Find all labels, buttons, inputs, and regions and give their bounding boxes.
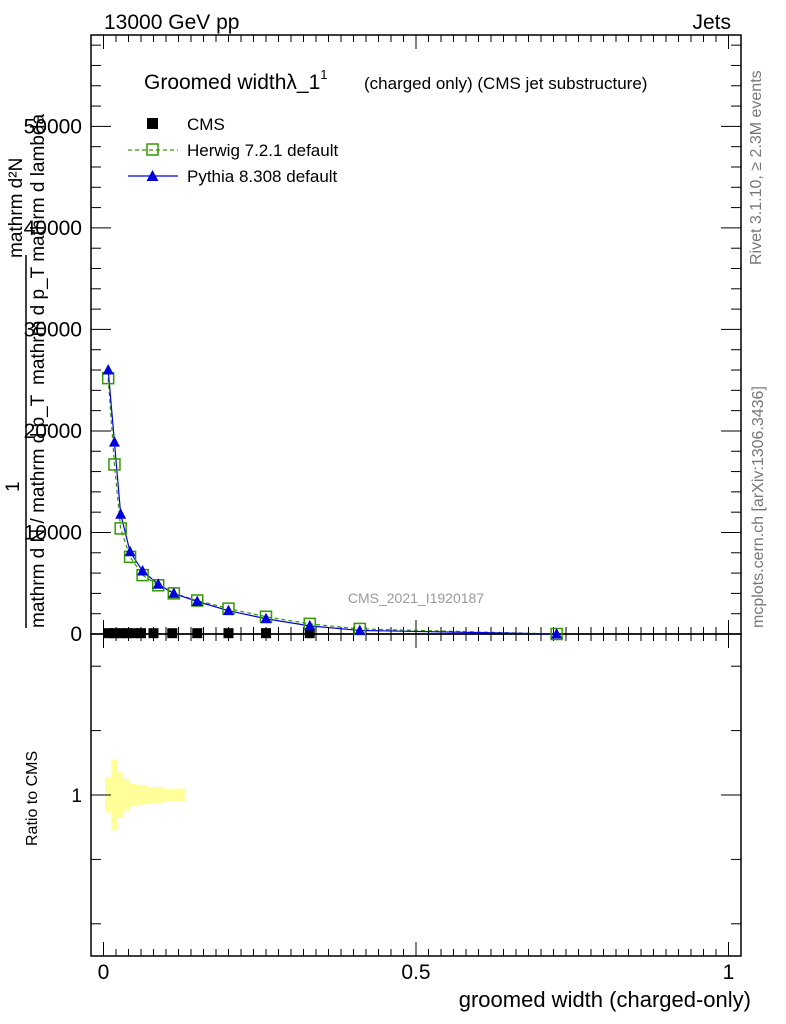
- y-label-numerator: mathrm d²N: [6, 158, 27, 258]
- x-axis-label: groomed width (charged-only): [459, 987, 751, 1012]
- y-tick-label: 40000: [24, 217, 82, 240]
- cms-point: [304, 628, 315, 639]
- y-tick-label: 0: [70, 623, 82, 646]
- ratio-plot-frame: [90, 633, 742, 957]
- y-tick-label: 10000: [24, 521, 82, 544]
- pythia-point: [354, 624, 366, 635]
- y-label-one: 1: [3, 481, 24, 492]
- legend-cms-marker: [147, 118, 158, 129]
- pythia-point: [551, 628, 563, 639]
- cms-point: [167, 628, 178, 639]
- y-axis-label: mathrm d²N mathrm d p_T mathrm d lambda …: [3, 114, 49, 628]
- mcplots-label: mcplots.cern.ch [arXiv:1306.3436]: [750, 386, 767, 628]
- pythia-point: [124, 545, 136, 557]
- herwig-point: [108, 458, 121, 471]
- pythia-point: [115, 508, 127, 519]
- cms-point: [103, 628, 114, 639]
- rivet-label: Rivet 3.1.10, ≥ 2.3M events: [748, 70, 765, 265]
- pythia-point: [102, 364, 114, 375]
- herwig-point: [114, 522, 127, 535]
- y-tick-label: 20000: [24, 420, 82, 443]
- analysis-watermark: CMS_2021_I1920187: [348, 590, 484, 606]
- cms-point: [121, 628, 132, 639]
- pythia-point: [108, 436, 120, 447]
- cms-point: [223, 628, 234, 639]
- cms-point: [192, 628, 203, 639]
- legend-pythia-marker: [146, 170, 159, 181]
- ratio-layer: [105, 759, 185, 831]
- y-tick-label: 30000: [24, 318, 82, 341]
- cms-point: [128, 628, 139, 639]
- pythia-point: [137, 565, 149, 576]
- chart-title-note: (charged only) (CMS jet substructure): [364, 74, 647, 93]
- legend-cms-label: CMS: [187, 115, 225, 134]
- cms-point: [136, 628, 146, 639]
- pythia-point: [191, 595, 203, 607]
- y-label-denominator: mathrm d p_T mathrm d lambda: [28, 114, 49, 385]
- process-label: Jets: [692, 11, 731, 34]
- ratio-y-label: Ratio to CMS: [24, 751, 41, 846]
- markers-layer: [101, 364, 563, 641]
- chart-title: Groomed widthλ_11: [144, 67, 328, 94]
- cms-point: [115, 628, 126, 639]
- x-tick-label: 0: [98, 961, 110, 984]
- chart-title-sup: 1: [320, 67, 327, 82]
- cms-point: [148, 628, 159, 639]
- cms-point: [261, 628, 271, 639]
- legend-herwig-label: Herwig 7.2.1 default: [187, 141, 338, 160]
- y-label-lower: mathrm d N / mathrm d p_T: [28, 394, 49, 628]
- pythia-point: [152, 578, 164, 589]
- pythia-point: [168, 587, 180, 598]
- legend-pythia-label: Pythia 8.308 default: [187, 167, 338, 186]
- pythia-point: [304, 619, 316, 631]
- pythia-point: [260, 612, 272, 624]
- x-tick-label: 1: [723, 961, 735, 984]
- y-tick-label: 50000: [24, 115, 82, 138]
- pythia-point: [223, 604, 234, 616]
- cms-point: [109, 628, 120, 639]
- legend-herwig-marker: [146, 143, 159, 156]
- ticks-layer: 0 0.5 1 0 10000 20000 30000 40000 50000 1: [24, 35, 741, 984]
- chart-title-main: Groomed widthλ_1: [144, 71, 320, 94]
- x-tick-label: 0.5: [401, 961, 430, 984]
- ratio-tick-label: 1: [71, 786, 82, 807]
- legend: CMS Herwig 7.2.1 default Pythia 8.308 de…: [128, 115, 338, 186]
- energy-label: 13000 GeV pp: [104, 11, 239, 34]
